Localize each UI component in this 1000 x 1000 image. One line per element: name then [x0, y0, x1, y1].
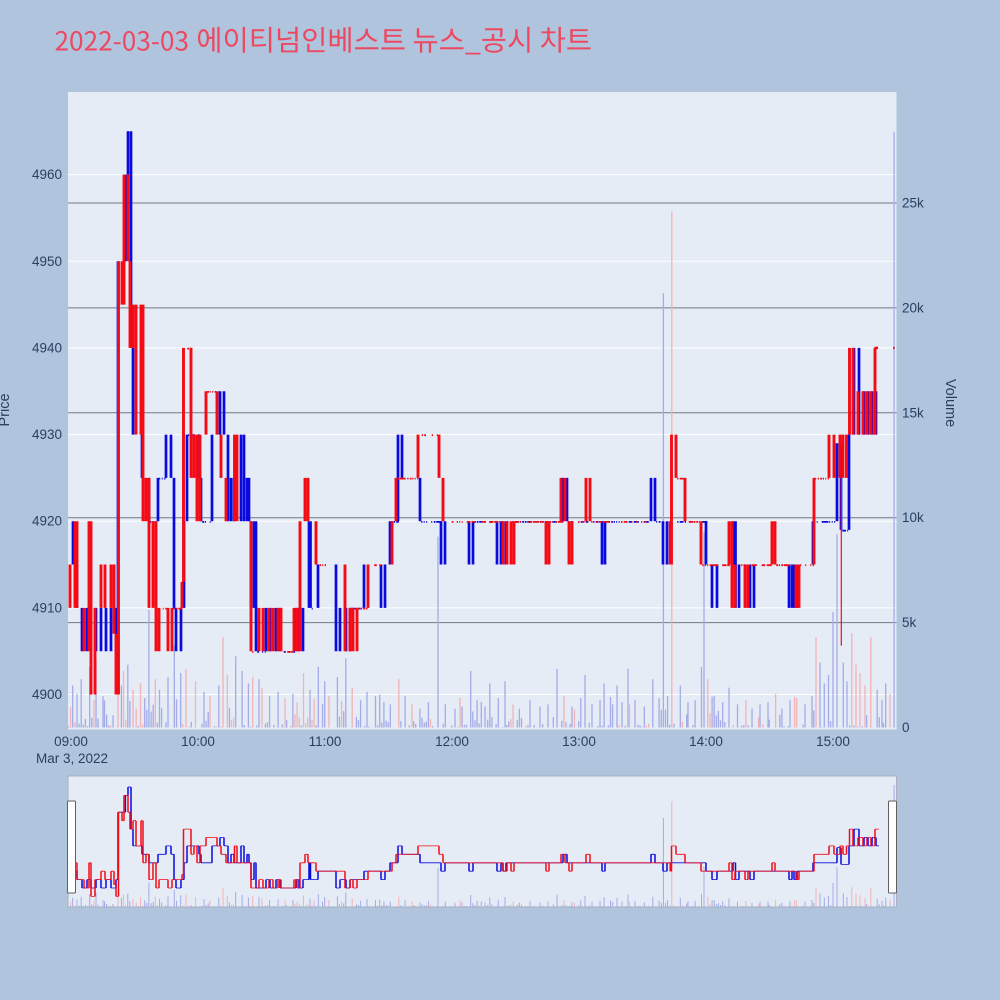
svg-text:25k: 25k	[902, 196, 924, 211]
svg-text:0: 0	[902, 720, 910, 735]
svg-text:4920: 4920	[32, 514, 62, 529]
svg-text:15:00: 15:00	[816, 734, 850, 749]
svg-text:15k: 15k	[902, 405, 924, 420]
svg-text:13:00: 13:00	[562, 734, 596, 749]
svg-text:5k: 5k	[902, 615, 917, 630]
svg-text:14:00: 14:00	[689, 734, 723, 749]
svg-text:12:00: 12:00	[435, 734, 469, 749]
svg-text:Volume: Volume	[942, 379, 958, 427]
svg-text:4950: 4950	[32, 254, 62, 269]
svg-text:11:00: 11:00	[309, 734, 342, 749]
svg-text:4930: 4930	[32, 427, 62, 442]
svg-text:4900: 4900	[32, 687, 62, 702]
svg-text:10k: 10k	[902, 510, 924, 525]
svg-text:09:00: 09:00	[54, 734, 88, 749]
svg-text:20k: 20k	[902, 300, 924, 315]
svg-text:4910: 4910	[32, 600, 62, 615]
svg-text:Price: Price	[0, 393, 13, 426]
svg-text:4960: 4960	[32, 167, 62, 182]
svg-text:Mar 3, 2022: Mar 3, 2022	[36, 751, 108, 766]
svg-text:4940: 4940	[32, 340, 62, 355]
svg-text:10:00: 10:00	[181, 734, 215, 749]
